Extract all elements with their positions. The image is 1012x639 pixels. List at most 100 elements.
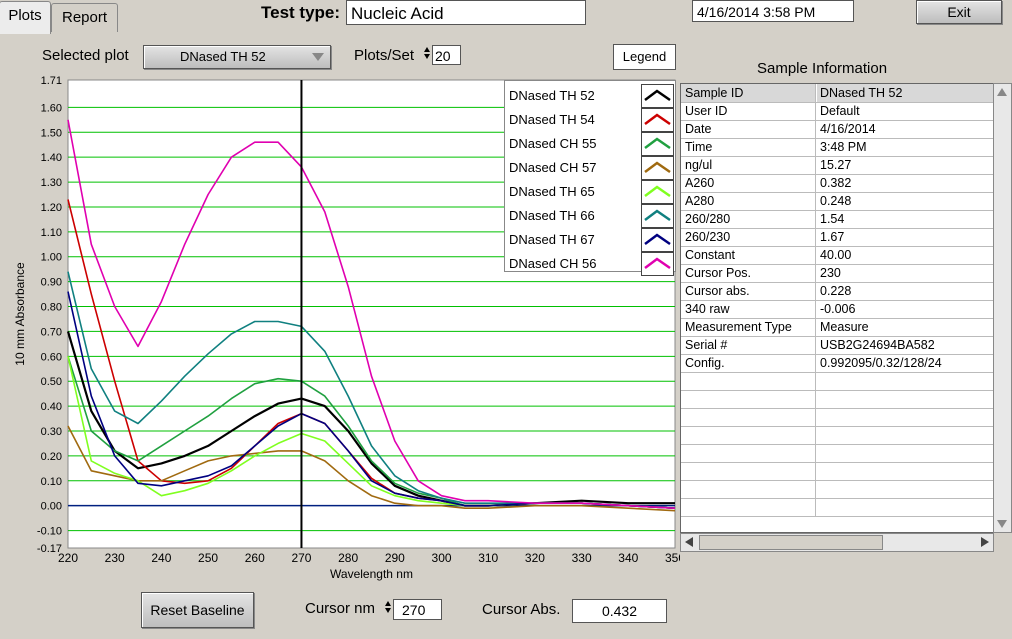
table-row: Date 4/16/2014 (681, 120, 993, 139)
datetime-display: 4/16/2014 3:58 PM (692, 0, 854, 22)
legend-label: DNased CH 55 (509, 136, 597, 151)
series-line (67, 425, 676, 512)
row-label: Config. (681, 354, 816, 372)
legend-entry[interactable]: DNased CH 56 (505, 252, 675, 276)
x-tick-label: 330 (572, 551, 592, 565)
row-value: 15.27 (820, 158, 852, 172)
table-row: Cursor Pos. 230 (681, 264, 993, 283)
exit-button[interactable]: Exit (916, 0, 1002, 24)
legend-swatch (641, 204, 674, 228)
row-label: A260 (681, 174, 816, 192)
down-arrow-icon (385, 608, 391, 613)
scroll-thumb[interactable] (699, 535, 883, 550)
table-row: Measurement Type Measure (681, 318, 993, 337)
legend-button[interactable]: Legend (613, 44, 676, 70)
row-label (681, 444, 816, 462)
table-row: Time 3:48 PM (681, 138, 993, 157)
row-label: Constant (681, 246, 816, 264)
row-value: 3:48 PM (820, 140, 867, 154)
x-tick-label: 290 (385, 551, 405, 565)
y-tick-label: 1.00 (41, 252, 62, 264)
legend-entry[interactable]: DNased TH 54 (505, 108, 675, 132)
row-label (681, 372, 816, 390)
row-value (817, 408, 993, 426)
row-label (681, 426, 816, 444)
plots-per-set-input[interactable]: 20 (432, 45, 461, 65)
y-tick-label: 0.70 (41, 326, 62, 338)
row-value (817, 480, 993, 498)
row-value: DNased TH 52 (817, 84, 993, 102)
table-row: A260 0.382 (681, 174, 993, 193)
row-value: 230 (820, 266, 841, 280)
scroll-up-icon[interactable] (997, 88, 1007, 96)
row-value: USB2G24694BA582 (820, 338, 935, 352)
empty-table-row (681, 444, 993, 463)
cursor-abs-display: 0.432 (572, 599, 667, 623)
legend-label: DNased CH 57 (509, 160, 597, 175)
legend-entry[interactable]: DNased TH 52 (505, 84, 675, 108)
row-value: Measure (820, 320, 869, 334)
up-arrow-icon (424, 47, 430, 52)
x-tick-label: 320 (525, 551, 545, 565)
x-tick-label: 250 (198, 551, 218, 565)
scroll-down-icon[interactable] (997, 520, 1007, 528)
y-axis-label: 10 mm Absorbance (13, 262, 27, 366)
legend-label: DNased TH 65 (509, 184, 595, 199)
cursor-abs-label: Cursor Abs. (482, 601, 561, 618)
row-value (817, 390, 993, 408)
y-tick-label: 1.30 (41, 177, 62, 189)
cursor-nm-spinner[interactable] (385, 599, 392, 621)
row-label (681, 498, 816, 516)
legend-entry[interactable]: DNased TH 66 (505, 204, 675, 228)
table-row: 260/280 1.54 (681, 210, 993, 229)
test-type-field[interactable]: Nucleic Acid (346, 0, 586, 25)
reset-baseline-button[interactable]: Reset Baseline (141, 592, 254, 628)
table-row: Config. 0.992095/0.32/128/24 (681, 354, 993, 373)
row-value: Default (820, 104, 860, 118)
vertical-scrollbar[interactable] (993, 83, 1012, 533)
tab-plots[interactable]: Plots (0, 1, 51, 34)
row-label (681, 462, 816, 480)
cursor-nm-label: Cursor nm (305, 600, 376, 617)
horizontal-scrollbar[interactable] (680, 533, 994, 552)
table-row: A280 0.248 (681, 192, 993, 211)
row-label: Measurement Type (681, 318, 816, 336)
empty-table-row (681, 498, 993, 517)
sample-info-table: Sample ID DNased TH 52 User ID Default Date 4… (680, 83, 994, 533)
y-tick-label: 0.10 (41, 476, 62, 488)
scroll-right-icon[interactable] (981, 537, 989, 547)
table-row: 260/230 1.67 (681, 228, 993, 247)
legend-entry[interactable]: DNased TH 67 (505, 228, 675, 252)
x-tick-label: 230 (105, 551, 125, 565)
row-label (681, 408, 816, 426)
sample-info-title: Sample Information (757, 60, 888, 77)
row-value (817, 444, 993, 462)
row-value: 1.54 (820, 212, 845, 226)
cursor-nm-input[interactable]: 270 (393, 599, 442, 620)
empty-table-row (681, 408, 993, 427)
legend-label: DNased CH 56 (509, 256, 597, 271)
selected-plot-dropdown[interactable]: DNased TH 52 (143, 45, 331, 69)
empty-table-row (681, 372, 993, 391)
y-tick-label: 1.60 (41, 102, 62, 114)
row-value: 0.382 (820, 176, 852, 190)
empty-table-row (681, 390, 993, 409)
row-label: 260/230 (681, 228, 816, 246)
tab-report[interactable]: Report (51, 3, 118, 32)
y-tick-label: 0.00 (41, 501, 62, 513)
scroll-left-icon[interactable] (685, 537, 693, 547)
x-tick-label: 260 (245, 551, 265, 565)
empty-table-row (681, 426, 993, 445)
legend-entry[interactable]: DNased CH 55 (505, 132, 675, 156)
y-tick-label: 1.71 (41, 75, 62, 87)
legend-entry[interactable]: DNased TH 65 (505, 180, 675, 204)
row-value: 0.248 (820, 194, 852, 208)
legend-entry[interactable]: DNased CH 57 (505, 156, 675, 180)
table-row: 340 raw -0.006 (681, 300, 993, 319)
row-label: Serial # (681, 336, 816, 354)
legend-panel: DNased TH 52 DNased TH 54 DNased CH 55 DNas… (504, 80, 676, 276)
x-tick-label: 280 (338, 551, 358, 565)
plots-per-set-spinner[interactable] (424, 45, 431, 67)
legend-swatch (641, 228, 674, 252)
down-arrow-icon (424, 54, 430, 59)
